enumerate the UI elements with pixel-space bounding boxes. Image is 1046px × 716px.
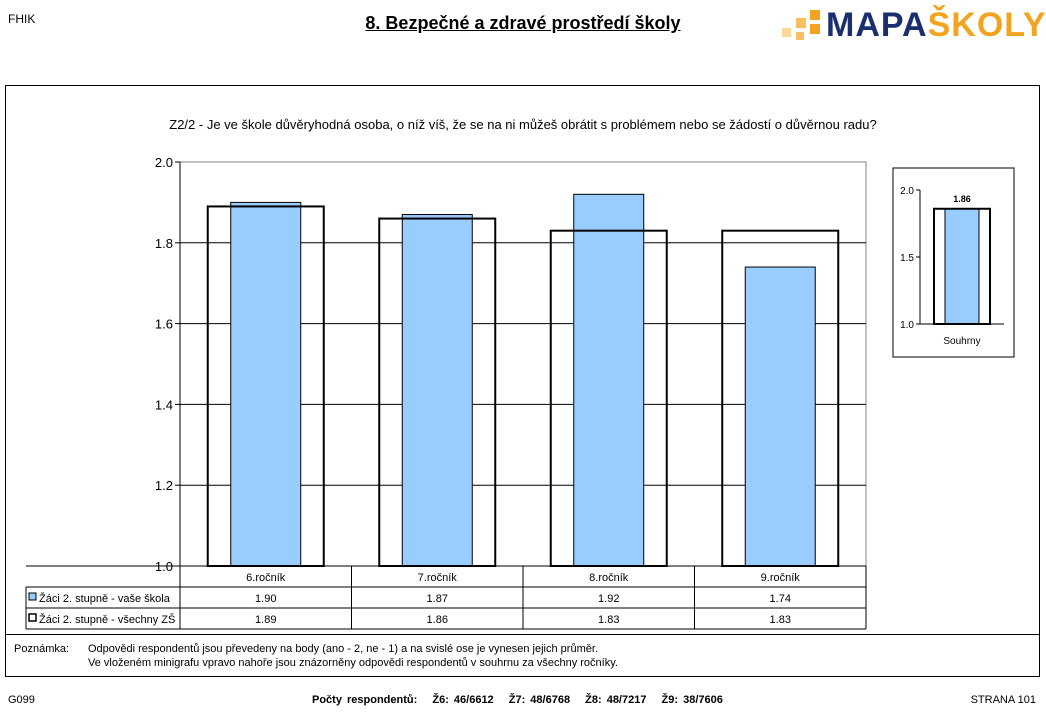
mini-bar-all-schools (933, 207, 991, 325)
logo-text-part1: MAPA (826, 6, 928, 44)
mini-y-tick-label: 1.5 (900, 253, 914, 264)
category-label: 9.ročník (761, 572, 801, 584)
bar-school (744, 266, 816, 567)
legend-key-all-schools (28, 613, 37, 622)
bar-school (401, 214, 473, 567)
note-label: Poznámka: (14, 643, 70, 655)
logo-square-icon (796, 32, 804, 40)
respondents-count: Ž8: 48/7217 (585, 694, 647, 706)
respondents-label: Počty respondentů: (312, 694, 418, 706)
y-tick-label: 1.6 (155, 317, 173, 332)
mini-y-tick-label: 1.0 (900, 320, 914, 331)
y-tick-label: 2.0 (155, 155, 173, 170)
mapa-skoly-logo: MAPAŠKOLY (780, 6, 1046, 44)
logo-square-icon (810, 24, 820, 34)
logo-text: MAPAŠKOLY (826, 6, 1046, 44)
page-title: 8. Bezpečné a zdravé prostředí školy (365, 13, 681, 33)
y-tick-label: 1.2 (155, 478, 173, 493)
mini-y-tick-label: 2.0 (900, 186, 914, 197)
data-label-all-schools: 1.86 (427, 614, 448, 626)
logo-square-icon (782, 28, 791, 37)
school-code: FHIK (8, 12, 36, 26)
note-text: Odpovědi respondentů jsou převedeny na b… (88, 643, 598, 655)
mini-category-label: Souhrny (943, 336, 980, 347)
data-label-school: 1.92 (598, 593, 619, 605)
bar-school (573, 193, 645, 567)
logo-square-icon (810, 10, 820, 20)
chart-frame (5, 85, 1040, 677)
category-label: 6.ročník (246, 572, 286, 584)
data-label-all-schools: 1.83 (770, 614, 791, 626)
category-label: 7.ročník (418, 572, 458, 584)
respondent-counts: Počty respondentů: Ž6: 46/6612 Ž7: 48/67… (312, 694, 733, 706)
y-tick-label: 1.8 (155, 236, 173, 251)
category-label: 8.ročník (589, 572, 629, 584)
respondents-count: Ž6: 46/6612 (432, 694, 494, 706)
respondents-count: Ž9: 38/7606 (661, 694, 723, 706)
y-tick-label: 1.4 (155, 397, 173, 412)
page-number: STRANA 101 (970, 694, 1036, 706)
logo-text-part2: ŠKOLY (927, 6, 1046, 44)
chart-code: G099 (8, 694, 35, 706)
legend-label-all-schools: Žáci 2. stupně - všechny ZŠ (39, 613, 175, 626)
note-divider (5, 634, 1040, 635)
data-label-school: 1.90 (255, 593, 276, 605)
mini-bar-school (944, 208, 980, 325)
data-label-school: 1.87 (427, 593, 448, 605)
data-label-all-schools: 1.89 (255, 614, 276, 626)
note-text: Ve vloženém minigrafu vpravo nahoře jsou… (88, 657, 618, 669)
legend-key-school (28, 592, 37, 601)
chart-question: Z2/2 - Je ve škole důvěryhodná osoba, o … (169, 117, 877, 132)
data-label-school: 1.74 (770, 593, 791, 605)
legend-label-school: Žáci 2. stupně - vaše škola (39, 592, 171, 605)
mini-data-label: 1.86 (953, 194, 971, 204)
data-label-all-schools: 1.83 (598, 614, 619, 626)
respondents-count: Ž7: 48/6768 (508, 694, 571, 706)
bar-school (230, 201, 302, 567)
logo-square-icon (796, 18, 806, 28)
